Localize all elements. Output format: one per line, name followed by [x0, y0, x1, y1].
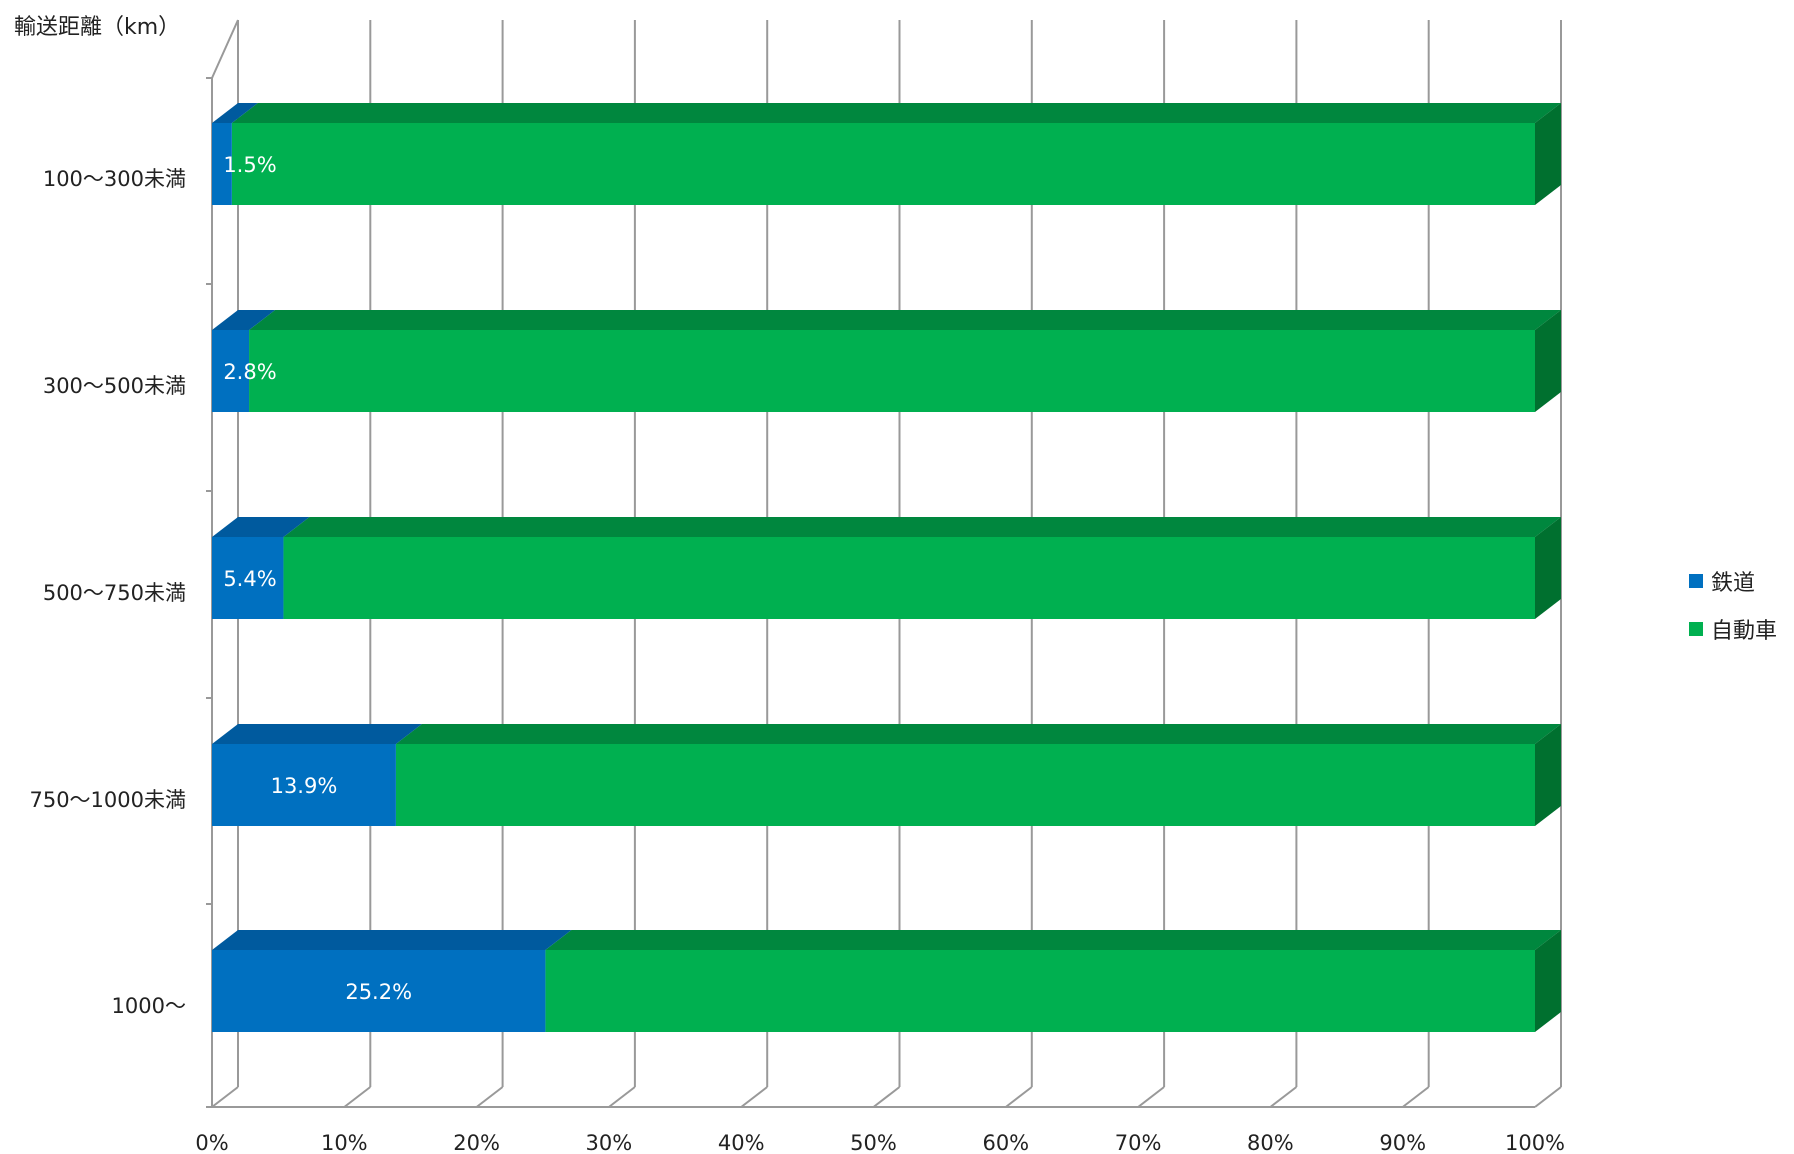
- bar-top-face: [212, 724, 422, 744]
- bar-car: [395, 744, 1536, 826]
- bar-top-face: [545, 930, 1561, 950]
- legend-swatch: [1689, 574, 1703, 588]
- legend-swatch: [1689, 622, 1703, 636]
- x-tick-label: 60%: [982, 1131, 1029, 1154]
- bar-top-face: [212, 517, 310, 537]
- bar-side-face: [1535, 103, 1561, 205]
- x-tick-label: 70%: [1115, 1131, 1162, 1154]
- bar-rail: [212, 123, 232, 205]
- x-tick-label: 90%: [1379, 1131, 1426, 1154]
- legend-label: 自動車: [1711, 619, 1777, 644]
- bar-car: [545, 950, 1535, 1032]
- bar-top-face: [212, 103, 258, 123]
- x-tick-label: 0%: [195, 1131, 228, 1154]
- x-tick-label: 30%: [586, 1131, 633, 1154]
- bar-top-face: [283, 517, 1561, 537]
- bar-car: [249, 330, 1536, 412]
- bar-top-face: [212, 930, 572, 950]
- bar-top-face: [212, 310, 276, 330]
- y-axis-title: 輸送距離（km）: [14, 15, 180, 40]
- floor-gridline: [1402, 1086, 1430, 1108]
- floor-gridline: [1137, 1086, 1165, 1108]
- floor-gridline: [475, 1086, 504, 1108]
- bar-side-face: [1535, 930, 1561, 1032]
- y-tick-label: 100～300未満: [43, 167, 186, 191]
- side-wall-edge: [211, 19, 239, 79]
- bar-rail: [212, 537, 284, 619]
- bar-rail: [212, 330, 250, 412]
- bar-top-face: [231, 103, 1562, 123]
- y-tick-label: 750～1000未満: [29, 788, 186, 812]
- y-tick-label: 1000～: [112, 994, 186, 1018]
- floor-gridline: [872, 1086, 901, 1108]
- legend-label: 鉄道: [1711, 571, 1755, 596]
- data-label: 5.4%: [223, 567, 276, 591]
- floor-gridline: [740, 1086, 768, 1108]
- bar-rail: [212, 950, 546, 1032]
- bar-car: [283, 537, 1535, 619]
- floor-gridline: [1534, 1086, 1562, 1108]
- x-tick-label: 10%: [321, 1131, 368, 1154]
- bar-top-face: [395, 724, 1562, 744]
- bar-side-face: [1535, 517, 1561, 619]
- data-label: 25.2%: [345, 980, 412, 1004]
- x-tick-label: 20%: [453, 1131, 500, 1154]
- floor-gridline: [343, 1086, 371, 1108]
- floor-gridline: [1005, 1086, 1033, 1108]
- bar-side-face: [1535, 310, 1561, 412]
- data-label: 1.5%: [223, 153, 276, 177]
- x-tick-label: 50%: [850, 1131, 897, 1154]
- y-tick-label: 500～750未満: [43, 581, 186, 605]
- x-tick-label: 40%: [718, 1131, 765, 1154]
- data-label: 13.9%: [271, 774, 338, 798]
- floor-gridline: [1269, 1086, 1298, 1108]
- bar-rail: [212, 744, 396, 826]
- y-tick-label: 300～500未満: [43, 374, 186, 398]
- data-label: 2.8%: [223, 360, 276, 384]
- floor-gridline: [608, 1086, 636, 1108]
- bar-car: [231, 123, 1536, 205]
- floor-gridline: [211, 1086, 239, 1108]
- x-tick-label: 100%: [1505, 1131, 1565, 1154]
- bar-side-face: [1535, 724, 1561, 826]
- x-tick-label: 80%: [1247, 1131, 1294, 1154]
- bar-top-face: [249, 310, 1562, 330]
